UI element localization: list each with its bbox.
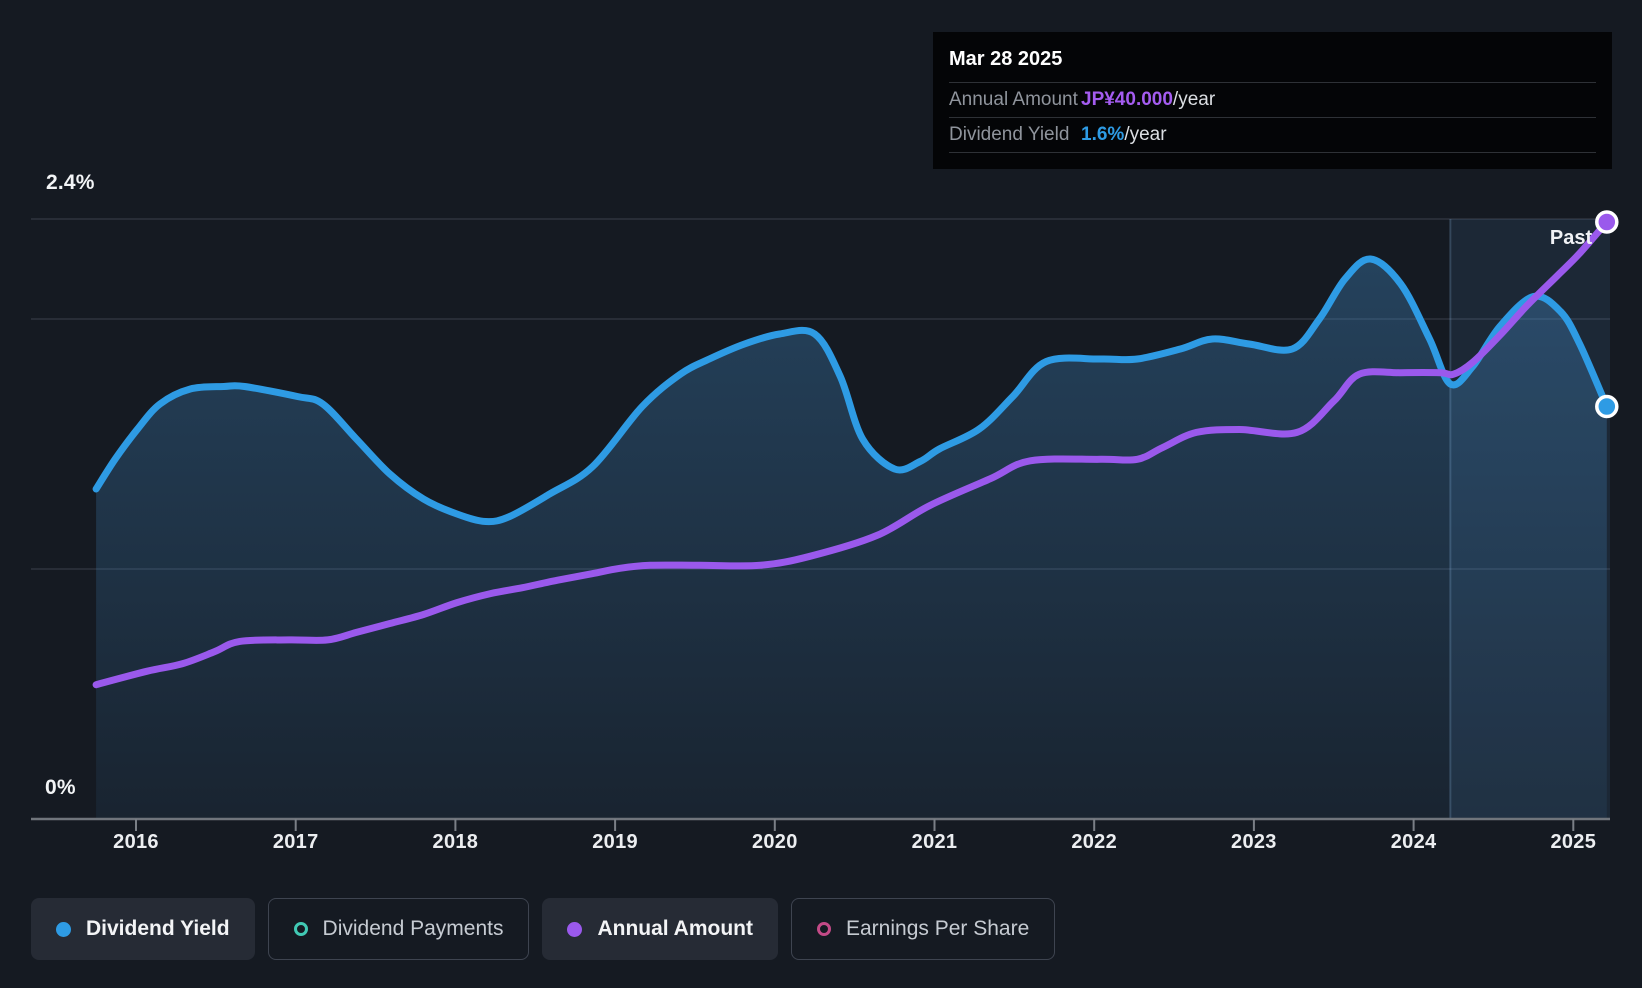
- chart-tooltip: Mar 28 2025 Annual Amount JP¥40.000/year…: [933, 32, 1612, 169]
- series-end-markers: [1595, 210, 1619, 419]
- dividend-yield-swatch-icon: [56, 921, 71, 937]
- annual-amount-line: [92, 218, 1611, 689]
- dividend-yield-area: [96, 258, 1607, 819]
- x-axis-label-2022: 2022: [1071, 831, 1118, 853]
- area-fill: [96, 258, 1607, 819]
- past-band: [1450, 219, 1610, 819]
- x-axis-label-2016: 2016: [113, 831, 159, 853]
- legend-item-annual-amount[interactable]: Annual Amount: [542, 898, 778, 960]
- tooltip-row-dividend-yield: Dividend Yield 1.6%/year: [949, 118, 1596, 153]
- x-axis-label-2023: 2023: [1231, 831, 1277, 853]
- annual-amount-end-marker: [1595, 210, 1619, 234]
- dividend-yield-end-marker: [1595, 394, 1619, 419]
- tooltip-value: JP¥40.000/year: [1081, 89, 1216, 110]
- x-axis-label-2020: 2020: [751, 831, 798, 853]
- chart-legend: Dividend Yield Dividend Payments Annual Am…: [31, 898, 1056, 960]
- tooltip-value: 1.6%/year: [1081, 124, 1167, 145]
- x-axis-label-2024: 2024: [1390, 831, 1437, 853]
- tooltip-label: Dividend Yield: [949, 124, 1070, 145]
- legend-label: Annual Amount: [597, 917, 753, 940]
- legend-label: Dividend Yield: [86, 917, 230, 940]
- x-axis-label-2018: 2018: [432, 831, 479, 853]
- legend-item-earnings-per-share[interactable]: Earnings Per Share: [791, 898, 1056, 960]
- legend-label: Earnings Per Share: [846, 917, 1030, 940]
- tooltip-label: Annual Amount: [949, 89, 1078, 110]
- legend-item-dividend-yield[interactable]: Dividend Yield: [31, 898, 255, 960]
- annual-amount-swatch-icon: [567, 921, 583, 937]
- x-axis-label-2025: 2025: [1550, 831, 1597, 853]
- legend-label: Dividend Payments: [322, 917, 504, 940]
- x-axis-label-2021: 2021: [911, 831, 958, 853]
- past-region-band: [1449, 219, 1610, 819]
- dividend-yield-line: [92, 255, 1611, 526]
- tooltip-row-annual-amount: Annual Amount JP¥40.000/year: [949, 83, 1596, 118]
- x-axis-label-2019: 2019: [592, 831, 638, 853]
- past-region-label: Past: [1549, 227, 1593, 249]
- earnings-per-share-swatch-icon: [817, 922, 831, 936]
- dividend-payments-swatch-icon: [293, 922, 308, 936]
- legend-item-dividend-payments[interactable]: Dividend Payments: [267, 898, 530, 960]
- series-lines: [92, 218, 1611, 689]
- y-axis-max-label: 2.4%: [46, 171, 95, 194]
- tooltip-date: Mar 28 2025: [949, 37, 1596, 83]
- y-axis-zero-label: 0%: [45, 776, 76, 799]
- x-axis: [31, 817, 1610, 831]
- x-axis-label-2017: 2017: [272, 831, 319, 853]
